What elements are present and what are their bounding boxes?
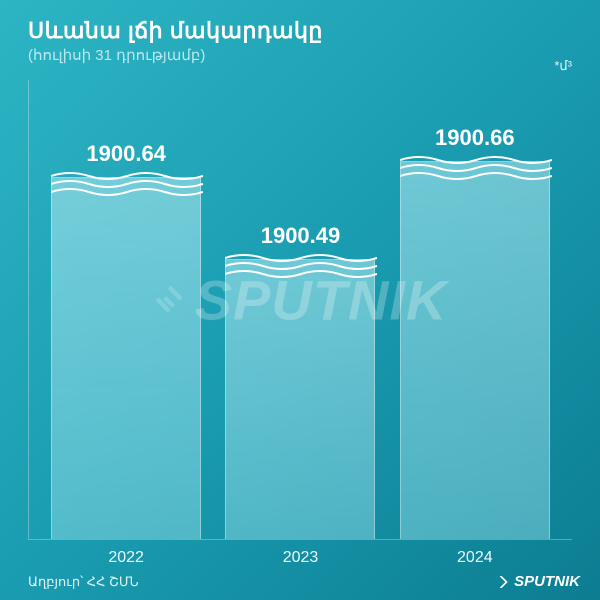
source-text: Աղբյուր՝ ՀՀ ՇՄՆ	[28, 574, 139, 590]
bar-wrap: 1900.66 2024	[400, 125, 550, 539]
bar-value: 1900.66	[435, 125, 515, 151]
bar	[51, 177, 201, 539]
unit-label: *մ³	[554, 58, 572, 74]
chevron-icon	[496, 575, 510, 589]
bar-wrap: 1900.64 2022	[51, 141, 201, 539]
bar	[225, 259, 375, 539]
chart-area: 1900.64 20221900.49 20231900.66 2024	[28, 80, 572, 540]
wave-top-icon	[225, 252, 377, 280]
brand-logo: SPUTNIK	[496, 573, 580, 590]
chart-subtitle: (հուլիսի 31 դրությամբ)	[28, 46, 572, 64]
bar-value: 1900.64	[86, 141, 166, 167]
bar-wrap: 1900.49 2023	[225, 223, 375, 539]
bar	[400, 161, 550, 539]
bar-value: 1900.49	[261, 223, 341, 249]
wave-top-icon	[400, 154, 552, 182]
wave-top-icon	[51, 170, 203, 198]
logo-text: SPUTNIK	[514, 573, 580, 590]
x-label: 2024	[400, 549, 550, 567]
x-label: 2022	[51, 549, 201, 567]
chart-title: Սևանա լճի մակարդակը	[28, 18, 572, 44]
x-label: 2023	[225, 549, 375, 567]
